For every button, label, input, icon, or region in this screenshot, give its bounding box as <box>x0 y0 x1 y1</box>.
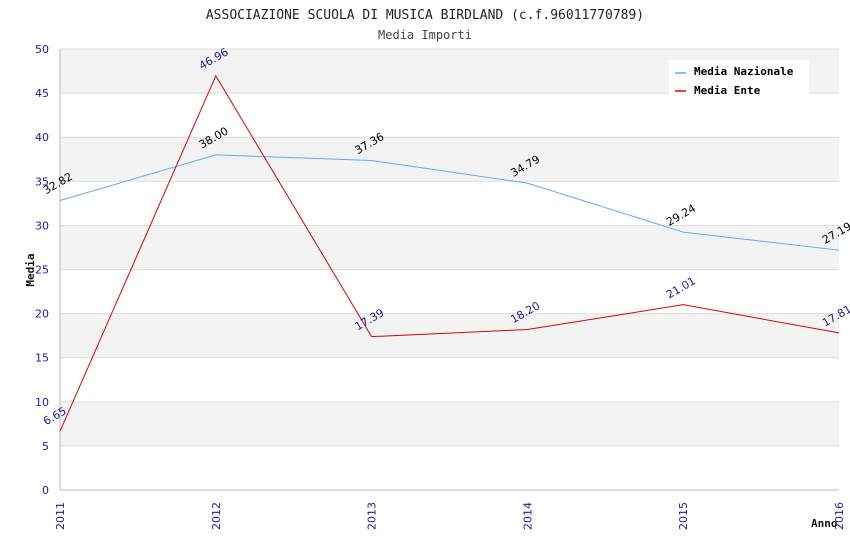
legend-box <box>669 60 809 96</box>
background-bands <box>60 49 839 490</box>
legend-label-media-ente: Media Ente <box>694 84 761 97</box>
y-tick-label: 10 <box>35 396 49 409</box>
chart-subtitle: Media Importi <box>378 28 472 42</box>
series-lines <box>59 74 840 432</box>
grid-band <box>60 313 839 358</box>
x-tick-label: 2011 <box>54 502 67 530</box>
y-tick-label: 40 <box>35 131 49 144</box>
grid-band <box>60 269 839 314</box>
chart-title: ASSOCIAZIONE SCUOLA DI MUSICA BIRDLAND (… <box>206 8 644 23</box>
x-tick-labels: 2011 2012 2013 2014 2015 2016 <box>54 502 846 530</box>
x-tick-label: 2012 <box>210 502 223 530</box>
grid-band <box>60 357 839 402</box>
y-tick-label: 25 <box>35 264 49 277</box>
grid-band <box>60 181 839 226</box>
series-line <box>59 74 840 432</box>
legend: Media Nazionale Media Ente <box>669 60 809 97</box>
y-tick-label: 30 <box>35 219 49 232</box>
y-tick-label: 50 <box>35 43 49 56</box>
y-tick-label: 0 <box>42 484 49 497</box>
series-line <box>59 154 840 251</box>
y-tick-label: 15 <box>35 352 49 365</box>
y-tick-label: 45 <box>35 87 49 100</box>
y-axis-label: Media <box>24 253 37 286</box>
y-tick-label: 20 <box>35 308 49 321</box>
x-axis-label: Anno <box>811 517 838 530</box>
x-tick-label: 2015 <box>677 502 690 530</box>
grid-band <box>60 137 839 182</box>
y-tick-labels: 0 5 10 15 20 25 30 35 40 45 50 <box>35 43 49 497</box>
grid-band <box>60 401 839 446</box>
x-tick-label: 2014 <box>521 502 534 530</box>
y-tick-label: 35 <box>35 175 49 188</box>
legend-label-media-nazionale: Media Nazionale <box>694 65 794 78</box>
y-tick-label: 5 <box>42 440 49 453</box>
grid-band <box>60 93 839 138</box>
grid-band <box>60 225 839 270</box>
x-tick-label: 2013 <box>366 502 379 530</box>
x-tick-label: 2016 <box>833 502 846 530</box>
grid-band <box>60 445 839 490</box>
